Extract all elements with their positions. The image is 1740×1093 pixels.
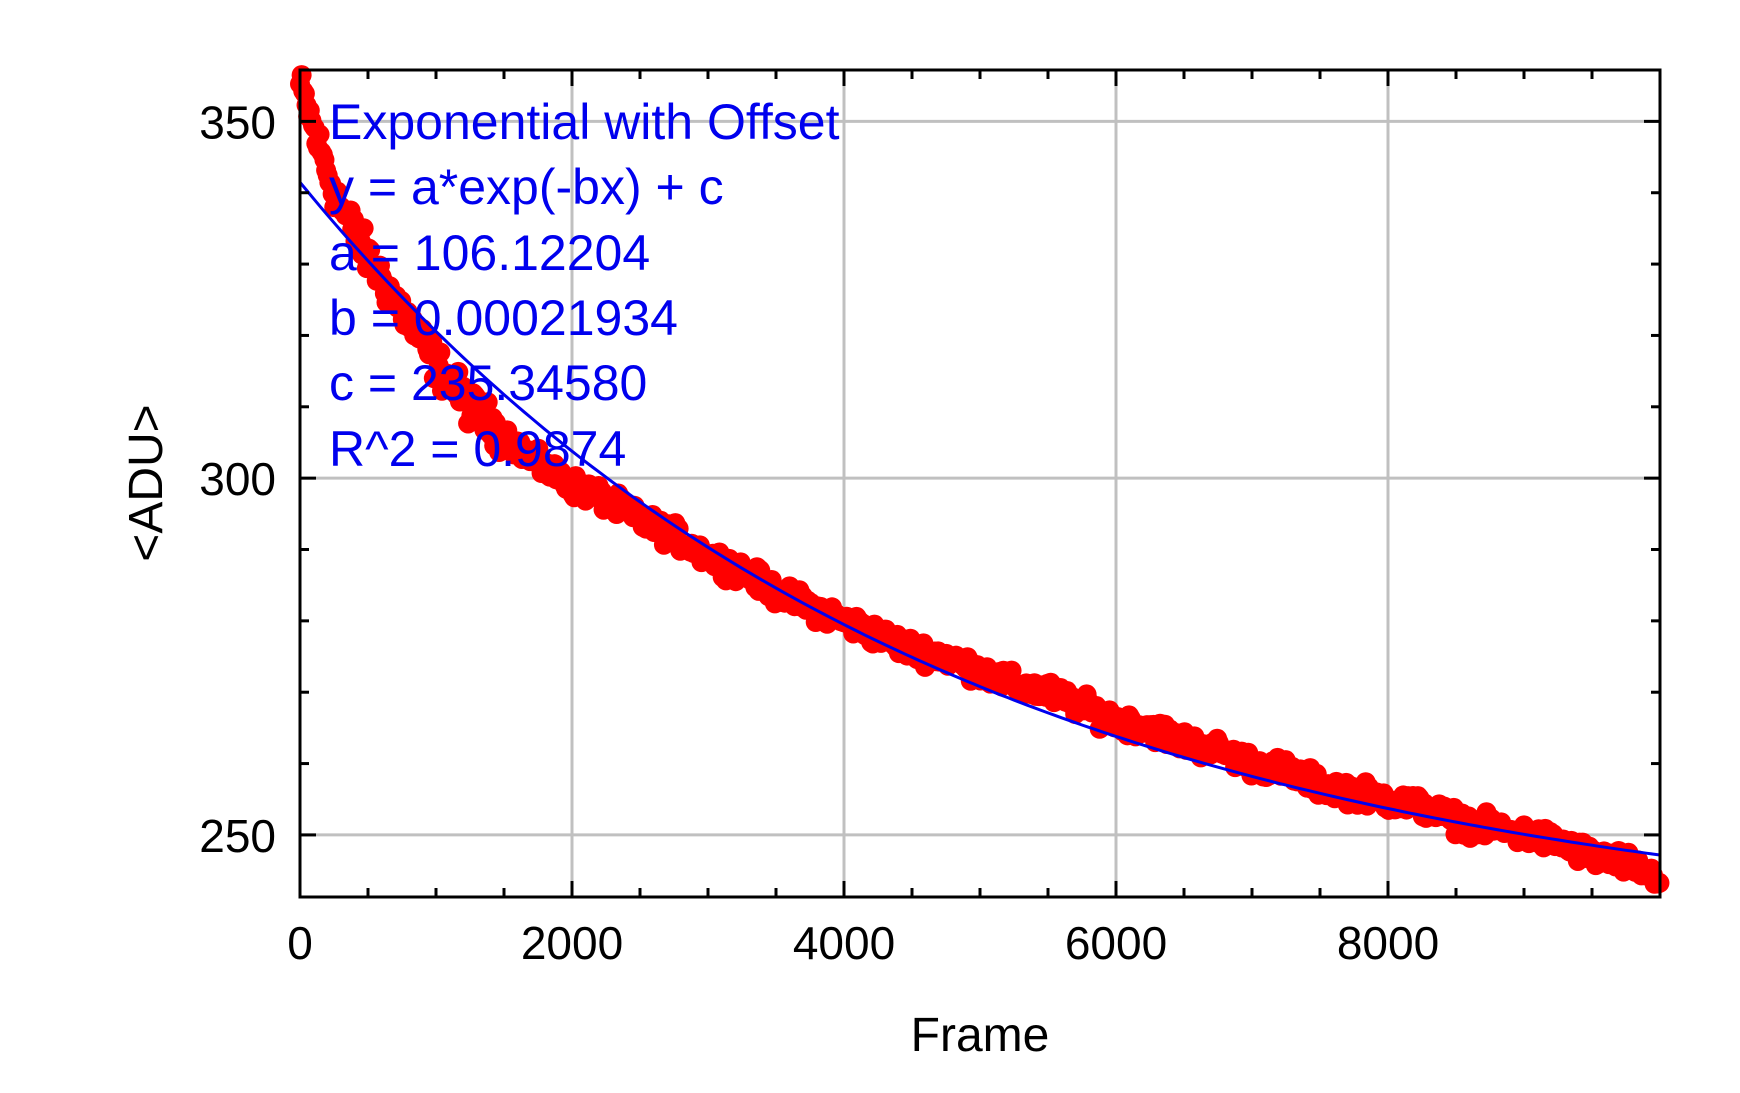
data-point xyxy=(477,392,498,413)
x-tick-label: 0 xyxy=(287,917,313,969)
x-tick-label: 6000 xyxy=(1065,917,1167,969)
annotation-model: Exponential with Offset xyxy=(329,94,840,150)
axis-ticks xyxy=(298,70,1662,897)
data-point xyxy=(528,438,549,459)
annotation-equation: y = a*exp(-bx) + c xyxy=(329,159,724,215)
annotation-r2: R^2 = 0.9874 xyxy=(329,421,626,477)
x-tick-label: 8000 xyxy=(1337,917,1439,969)
y-tick-label: 300 xyxy=(199,453,276,505)
annotation-c: c = 235.34580 xyxy=(329,355,647,411)
x-tick-label: 4000 xyxy=(793,917,895,969)
annotation-b: b = 0.00021934 xyxy=(329,290,678,346)
data-point xyxy=(353,218,374,239)
annotation-a: a = 106.12204 xyxy=(329,225,650,281)
fit-curve-group xyxy=(298,181,1661,857)
y-axis-title: <ADU> xyxy=(120,404,173,561)
y-tick-label: 250 xyxy=(199,810,276,862)
data-point xyxy=(360,239,381,260)
data-point xyxy=(430,342,451,363)
y-tick-label: 350 xyxy=(199,96,276,148)
tick-labels: 0 2000 4000 6000 8000 250 300 350 xyxy=(199,96,1439,969)
data-point xyxy=(309,124,330,145)
fit-curve xyxy=(298,181,1661,857)
grid-lines xyxy=(300,70,1660,897)
data-points xyxy=(290,65,1670,894)
fit-annotation: Exponential with Offset y = a*exp(-bx) +… xyxy=(329,94,840,477)
x-tick-label: 2000 xyxy=(521,917,623,969)
x-axis-title: Frame xyxy=(911,1009,1050,1062)
